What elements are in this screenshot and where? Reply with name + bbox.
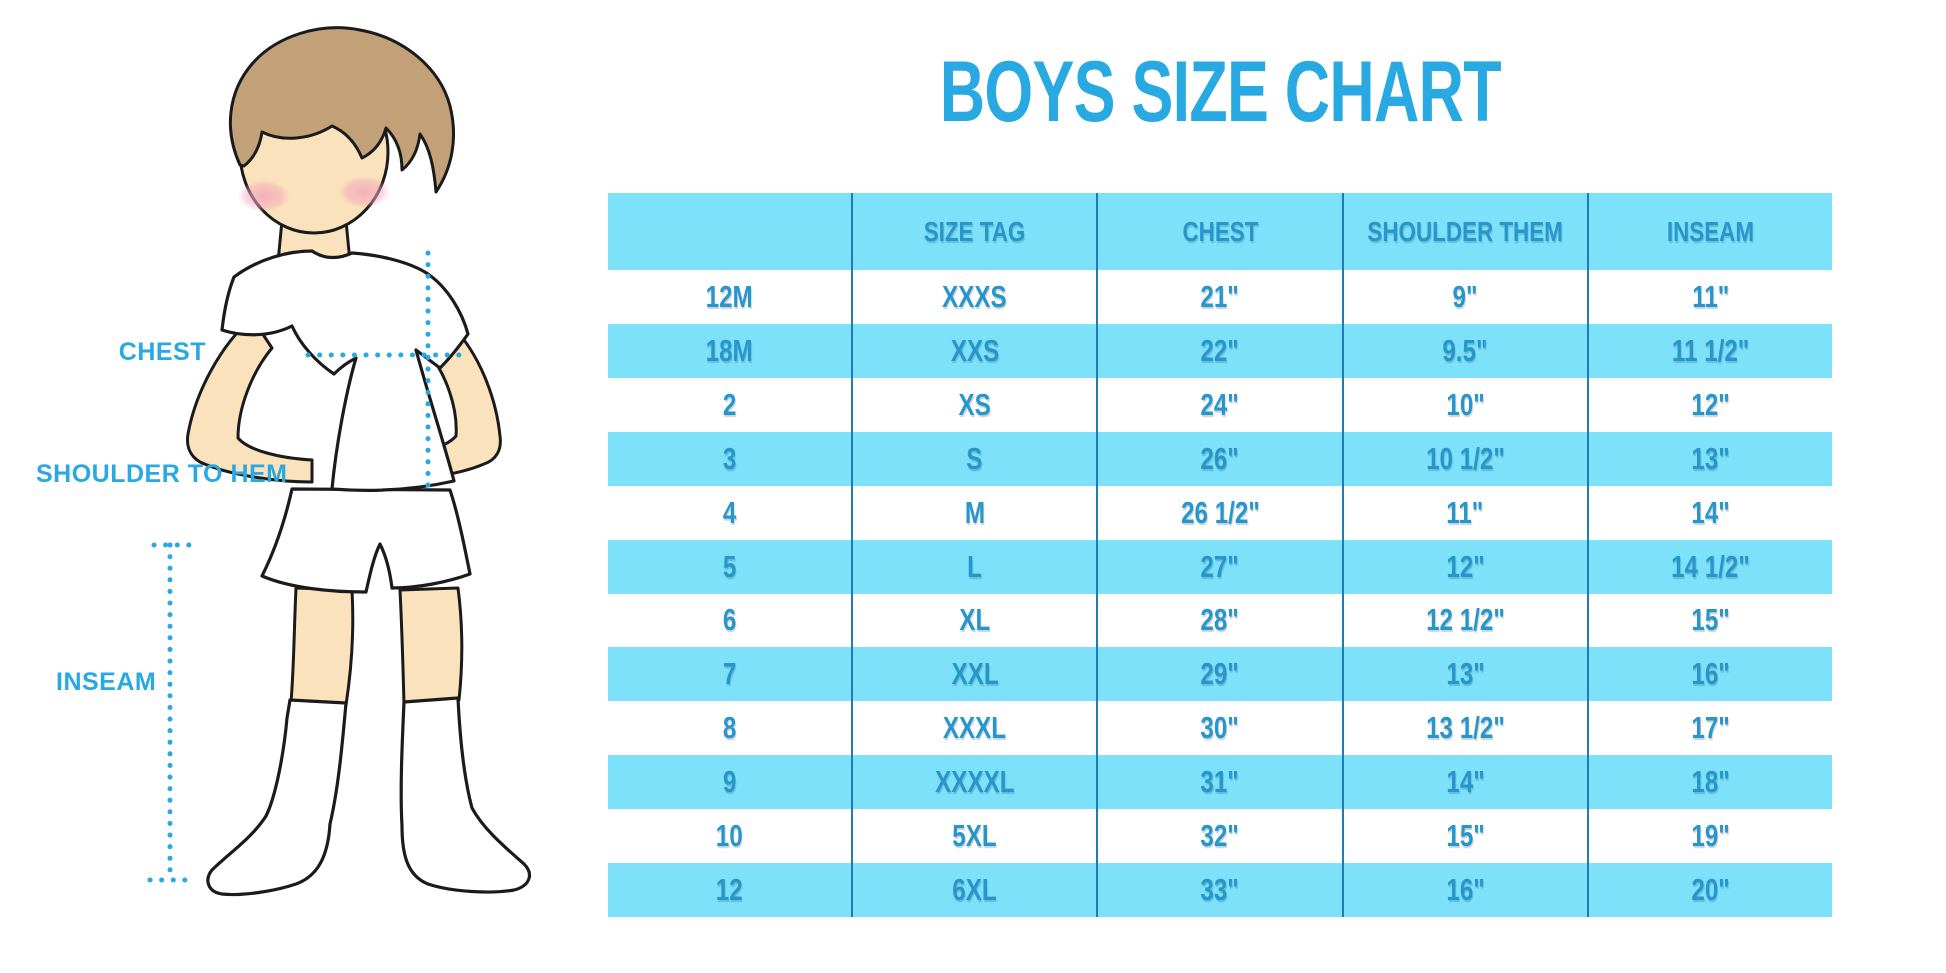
table-cell: 27": [1096, 539, 1341, 594]
figure-right-leg: [398, 586, 464, 706]
table-row: 18M XXS 22" 9.5" 11 1/2": [608, 323, 1832, 378]
table-cell: 26": [1096, 431, 1341, 486]
table-cell: S: [851, 431, 1096, 486]
table-cell: 4: [722, 494, 737, 530]
figure-shorts: [260, 487, 472, 594]
table-cell: L: [851, 539, 1096, 594]
table-cell: 8: [722, 710, 737, 746]
figure-left-sock: [206, 698, 348, 897]
size-table: SIZE TAG CHEST SHOULDER THEM INSEAM 12M XXXS…: [608, 193, 1832, 918]
table-cell: 16": [1341, 863, 1587, 918]
header-cell: SIZE TAG: [851, 193, 1096, 270]
table-cell: 30": [1096, 701, 1341, 756]
chest-label: CHEST: [118, 338, 206, 366]
figure-tshirt: [220, 249, 470, 492]
table-row: 2 XS 24" 10" 12": [608, 377, 1832, 432]
table-cell: 18M: [706, 332, 754, 368]
table-cell: 31": [1096, 755, 1341, 810]
table-cell: 10: [716, 818, 744, 854]
table-row: 8 XXXL 30" 13 1/2" 17": [608, 701, 1832, 756]
table-cell: 3: [722, 440, 737, 476]
header-cell: CHEST: [1096, 193, 1341, 270]
table-row: 5 L 27" 12" 14 1/2": [608, 539, 1832, 594]
table-cell: 20": [1586, 863, 1832, 918]
inseam-label: INSEAM: [56, 668, 157, 696]
header-cell: SHOULDER THEM: [1341, 193, 1587, 270]
table-cell: 14 1/2": [1586, 539, 1832, 594]
table-row: 6 XL 28" 12 1/2" 15": [608, 593, 1832, 648]
table-cell: XXXXL: [851, 755, 1096, 810]
table-cell: 9: [722, 764, 737, 800]
table-cell: XXXS: [851, 270, 1096, 324]
table-cell: 17": [1586, 701, 1832, 756]
table-cell: 10": [1341, 377, 1587, 432]
table-cell: 6: [722, 602, 737, 638]
table-cell: 15": [1586, 593, 1832, 648]
header-cell: [608, 193, 851, 270]
table-cell: 13 1/2": [1341, 701, 1587, 756]
table-cell: 9.5": [1341, 323, 1587, 378]
figure-right-sock: [399, 696, 532, 894]
table-cell: 24": [1096, 377, 1341, 432]
table-cell: XXL: [851, 647, 1096, 702]
table-cell: XXS: [851, 323, 1096, 378]
table-cell: 14": [1586, 485, 1832, 540]
table-row: 12 6XL 33" 16" 20": [608, 863, 1832, 918]
page-title: BOYS SIZE CHART: [939, 44, 1501, 140]
table-cell: 11": [1586, 270, 1832, 324]
table-cell: 7: [722, 656, 737, 692]
table-cell: 5XL: [851, 809, 1096, 864]
table-cell: 16": [1586, 647, 1832, 702]
boy-figure-illustration: [147, 26, 532, 897]
table-row: 12M XXXS 21" 9" 11": [608, 270, 1832, 324]
table-cell: XL: [851, 593, 1096, 648]
table-cell: 15": [1341, 809, 1587, 864]
table-cell: 26 1/2": [1096, 485, 1341, 540]
table-cell: 29": [1096, 647, 1341, 702]
table-cell: 12M: [706, 278, 754, 314]
table-row: 3 S 26" 10 1/2" 13": [608, 431, 1832, 486]
table-row: 10 5XL 32" 15" 19": [608, 809, 1832, 864]
table-cell: 6XL: [851, 863, 1096, 918]
table-cell: 12: [716, 872, 744, 908]
table-cell: 12 1/2": [1341, 593, 1587, 648]
table-cell: 33": [1096, 863, 1341, 918]
table-row: 4 M 26 1/2" 11" 14": [608, 485, 1832, 540]
figure-blush-right: [338, 176, 390, 208]
table-cell: 5: [722, 548, 737, 584]
table-cell: 19": [1586, 809, 1832, 864]
table-cell: 12": [1586, 377, 1832, 432]
table-cell: 14": [1341, 755, 1587, 810]
table-cell: 12": [1341, 539, 1587, 594]
table-cell: 22": [1096, 323, 1341, 378]
figure-left-arm: [186, 316, 314, 484]
figure-hair: [228, 26, 456, 194]
header-cell: INSEAM: [1586, 193, 1832, 270]
table-cell: 2: [722, 386, 737, 422]
table-body: 12M XXXS 21" 9" 11" 18M XXS 22" 9.5" 11 1/2" 2 XS 24…: [608, 270, 1832, 918]
table-row: 7 XXL 29" 13" 16": [608, 647, 1832, 702]
table-row: 9 XXXXL 31" 14" 18": [608, 755, 1832, 810]
table-cell: 28": [1096, 593, 1341, 648]
table-cell: M: [851, 485, 1096, 540]
table-cell: 9": [1341, 270, 1587, 324]
table-cell: 11 1/2": [1586, 323, 1832, 378]
table-cell: 18": [1586, 755, 1832, 810]
table-cell: XXXL: [851, 701, 1096, 756]
figure-blush-left: [238, 180, 290, 212]
table-cell: 32": [1096, 809, 1341, 864]
table-header-row: SIZE TAG CHEST SHOULDER THEM INSEAM: [608, 193, 1832, 270]
table-cell: 21": [1096, 270, 1341, 324]
shoulder-to-hem-label: SHOULDER TO HEM: [36, 460, 288, 488]
table-cell: XS: [851, 377, 1096, 432]
figure-left-leg: [289, 586, 355, 707]
table-cell: 13": [1586, 431, 1832, 486]
table-cell: 13": [1341, 647, 1587, 702]
table-cell: 11": [1341, 485, 1587, 540]
table-cell: 10 1/2": [1341, 431, 1587, 486]
